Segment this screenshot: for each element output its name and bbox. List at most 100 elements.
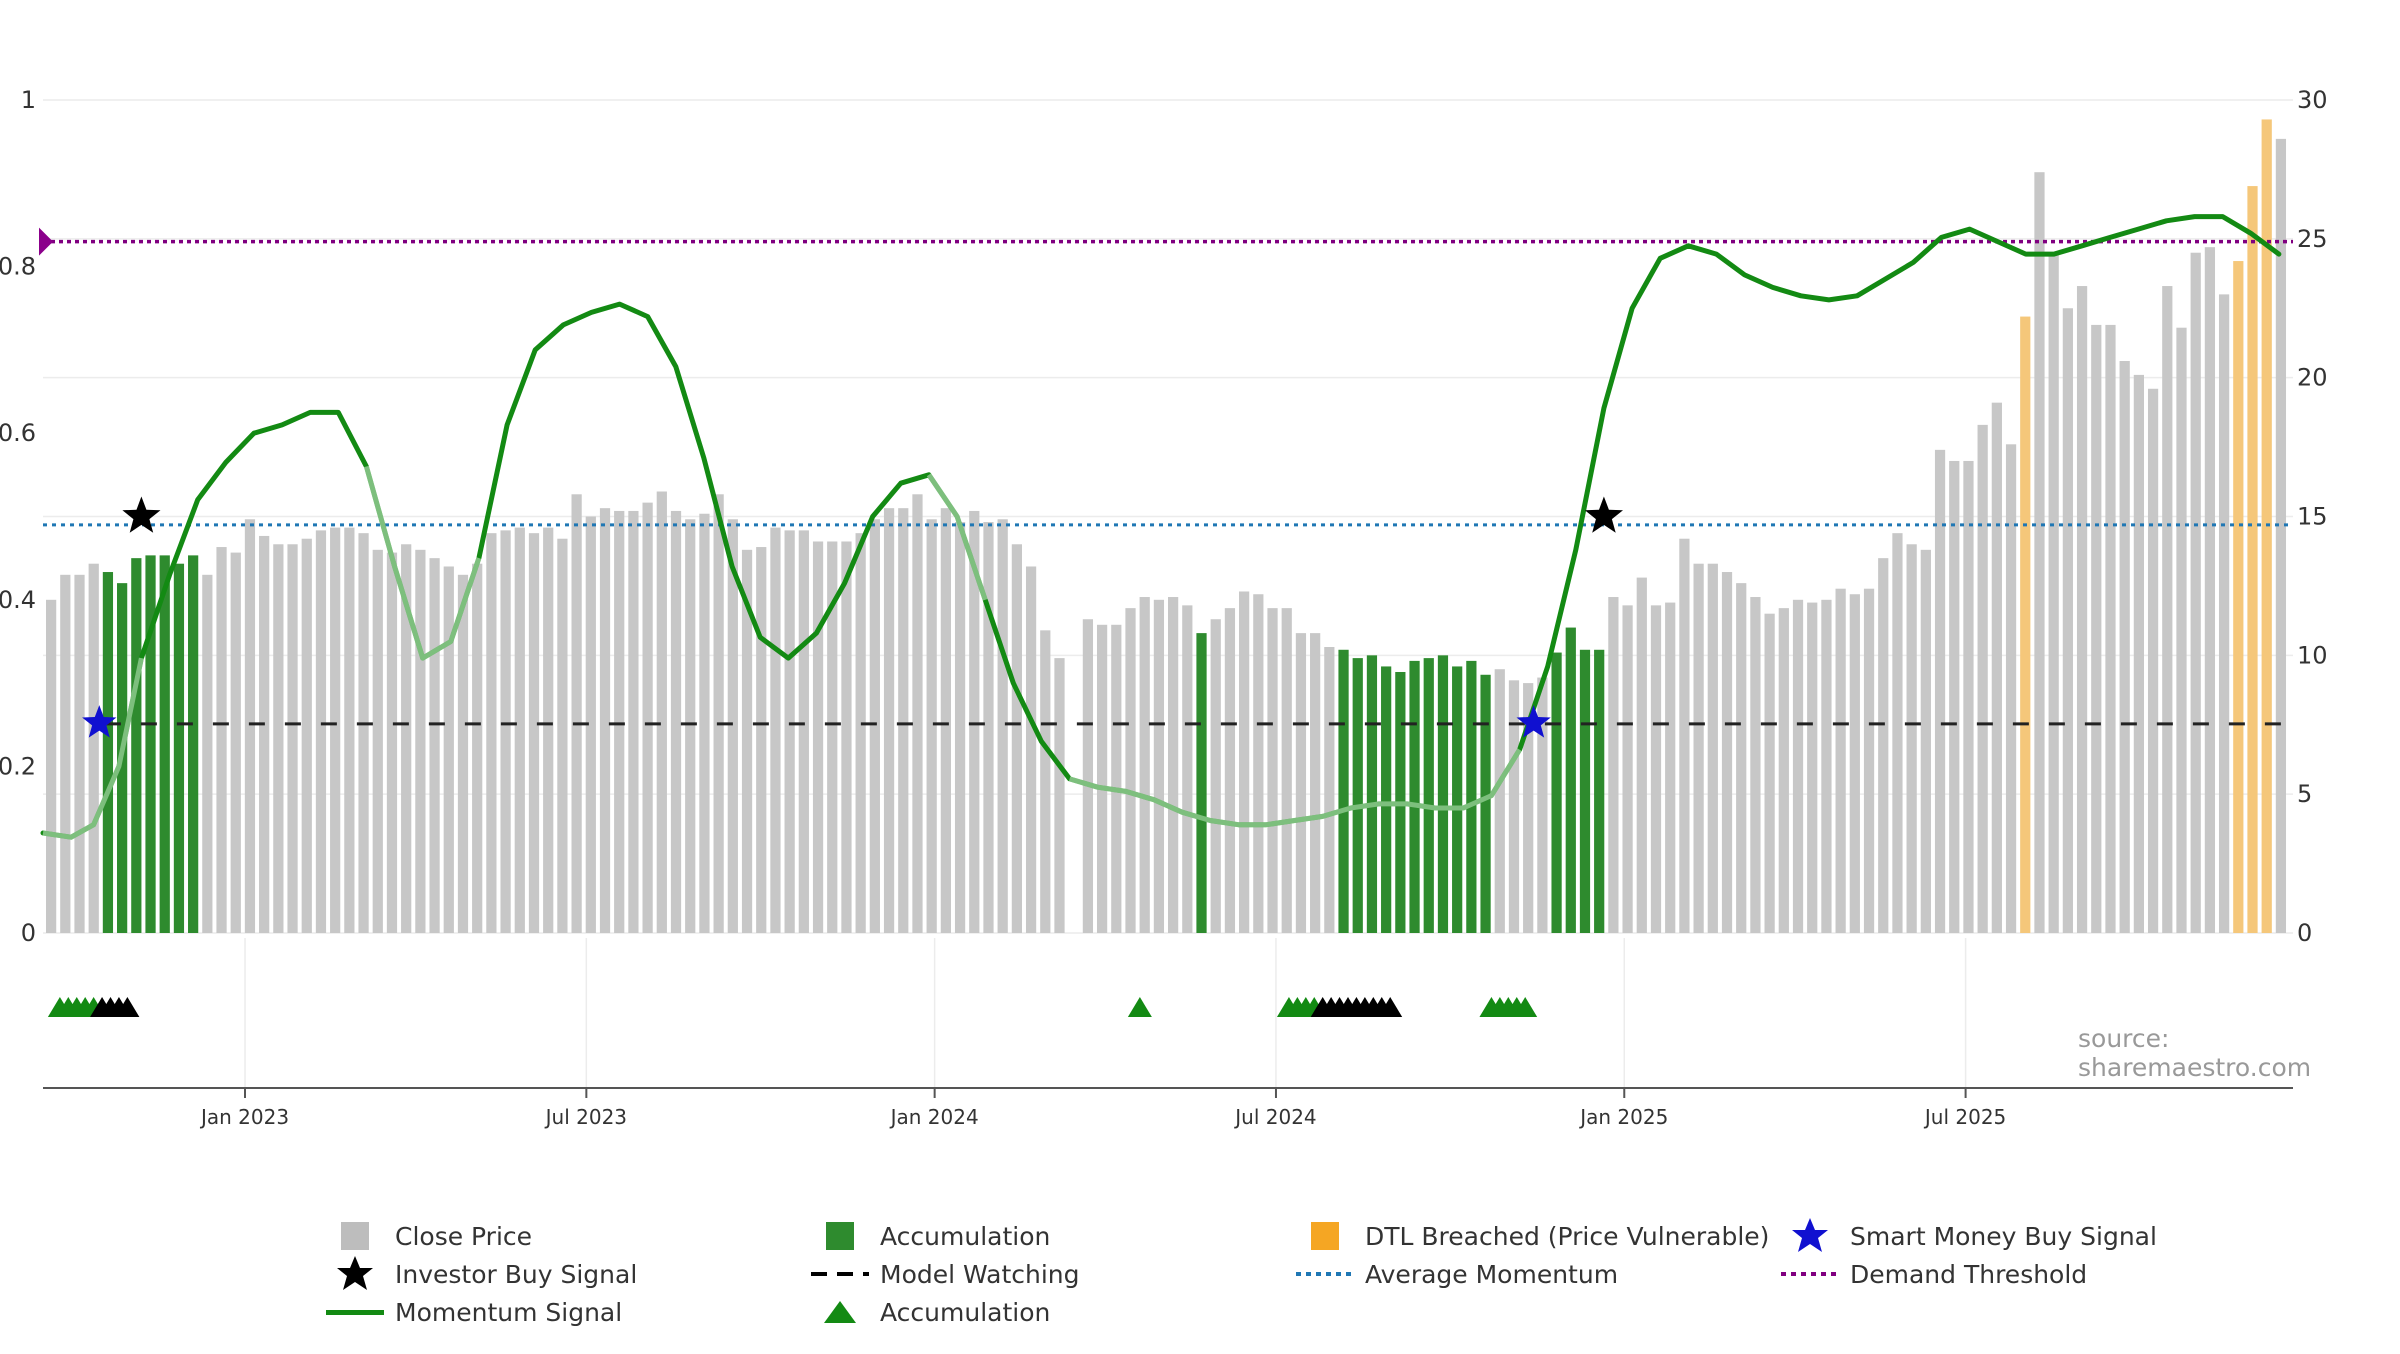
- left-tick-label: 1: [21, 86, 36, 114]
- price-bar: [841, 541, 852, 933]
- price-bar: [983, 522, 994, 933]
- price-bar: [1537, 677, 1548, 933]
- price-bar: [1736, 583, 1747, 933]
- price-bar: [685, 519, 696, 933]
- price-bar: [1295, 633, 1307, 933]
- price-bar: [1324, 647, 1335, 933]
- price-bar: [528, 533, 540, 933]
- price-bar: [2190, 252, 2201, 933]
- price-bar: [457, 574, 469, 933]
- price-bar: [173, 563, 185, 933]
- price-bar: [1707, 563, 1718, 933]
- price-bar: [1892, 533, 1903, 933]
- price-bar: [486, 533, 497, 933]
- bars-layer: [46, 119, 2287, 934]
- price-bar: [2091, 324, 2102, 933]
- price-bar: [898, 508, 909, 933]
- price-bar: [2247, 186, 2258, 933]
- price-bar: [1338, 649, 1349, 933]
- price-bar: [1878, 558, 1889, 933]
- price-bar: [88, 563, 99, 933]
- price-bar: [2076, 286, 2088, 934]
- price-bar: [46, 599, 57, 933]
- right-tick-label: 15: [2297, 503, 2328, 531]
- price-bar: [1168, 597, 1179, 933]
- price-bar: [2147, 388, 2159, 934]
- price-bar: [2048, 252, 2059, 933]
- price-bar: [798, 530, 809, 933]
- price-bar: [500, 530, 511, 933]
- price-bar: [2005, 444, 2017, 933]
- price-bar: [1466, 660, 1477, 933]
- markers-layer: [47, 496, 1623, 1017]
- price-bar: [287, 544, 298, 933]
- price-bar: [1636, 577, 1647, 933]
- price-bar: [827, 541, 838, 933]
- price-bar: [1025, 566, 1037, 933]
- smart-money-signal-icon[interactable]: [82, 705, 117, 738]
- price-bar: [514, 527, 525, 933]
- axes-layer: Jan 2023 Jul 2023 Jan 2024 Jul 2024 Jan 2025…: [0, 86, 2328, 1129]
- price-bar: [401, 544, 412, 933]
- price-bar: [1182, 605, 1193, 933]
- price-bar: [1082, 619, 1094, 933]
- price-bar: [1210, 619, 1221, 933]
- investor-buy-signal-icon[interactable]: [122, 496, 161, 533]
- price-bar: [1054, 658, 1065, 933]
- right-tick-label: 30: [2297, 86, 2328, 114]
- price-bar: [869, 519, 880, 933]
- price-bar: [812, 541, 824, 933]
- price-bar: [1778, 608, 1789, 933]
- accumulation-marker-icon: [115, 997, 140, 1017]
- price-bar: [159, 555, 170, 933]
- price-bar: [259, 535, 270, 933]
- price-bar: [1125, 608, 1136, 933]
- price-bar: [372, 549, 383, 933]
- price-bar: [230, 552, 241, 933]
- price-bar: [216, 547, 227, 933]
- price-bar: [2133, 374, 2144, 933]
- right-tick-label: 20: [2297, 364, 2328, 392]
- left-tick-label: 0: [21, 919, 36, 947]
- price-bar: [1906, 544, 1917, 933]
- price-bar: [1679, 538, 1690, 933]
- price-bar: [1423, 658, 1434, 933]
- price-bar: [1594, 649, 1605, 933]
- price-bar: [1409, 660, 1420, 933]
- price-bar: [344, 527, 355, 933]
- price-bar: [102, 572, 114, 933]
- price-bar: [2105, 324, 2116, 933]
- lines-layer: [39, 214, 2293, 840]
- left-tick-label: 0.8: [0, 253, 36, 281]
- price-bar: [770, 527, 781, 933]
- price-bar: [358, 533, 369, 933]
- left-tick-label: 0.2: [0, 752, 36, 780]
- price-bar: [1665, 602, 1676, 933]
- price-bar: [1310, 633, 1321, 933]
- right-tick-label: 0: [2297, 919, 2312, 947]
- price-bar: [1494, 669, 1505, 933]
- x-tick-label: Jul 2025: [1923, 1105, 2006, 1129]
- right-tick-label: 10: [2297, 641, 2328, 669]
- price-bar: [2162, 286, 2173, 934]
- price-bar: [472, 563, 483, 933]
- price-bar: [2034, 172, 2045, 933]
- price-bar: [571, 494, 582, 933]
- price-bar: [926, 519, 937, 933]
- price-bar: [855, 533, 866, 933]
- smart-money-signal-icon[interactable]: [1516, 705, 1551, 738]
- price-bar: [1551, 652, 1562, 933]
- price-bar: [1579, 649, 1591, 933]
- price-bar: [202, 574, 213, 933]
- investor-buy-signal-icon[interactable]: [1584, 496, 1623, 533]
- price-bar: [415, 549, 426, 933]
- price-bar: [1267, 608, 1278, 933]
- price-bar: [1508, 680, 1520, 933]
- price-bar: [969, 510, 980, 933]
- price-bar: [273, 544, 284, 933]
- price-bar: [1565, 627, 1576, 933]
- price-bar: [1807, 602, 1818, 933]
- momentum-dim-segment: [42, 657, 144, 840]
- price-bar: [1792, 599, 1804, 933]
- price-bar: [727, 519, 738, 933]
